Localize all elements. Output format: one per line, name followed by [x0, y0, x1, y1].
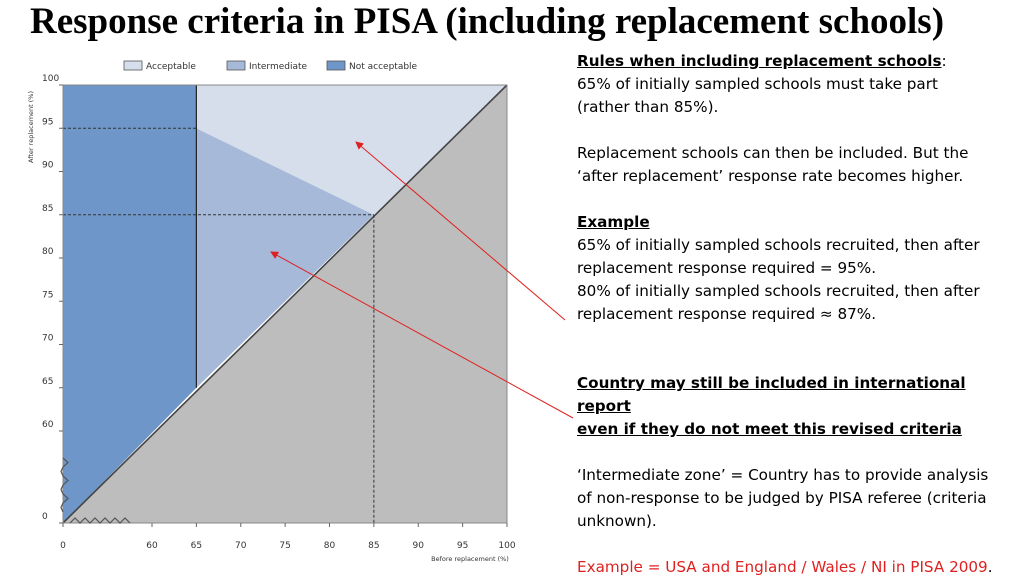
x-tick-label: 100: [498, 541, 515, 551]
intermediate-line-3: unknown).: [577, 512, 657, 530]
y-tick-label: 90: [42, 161, 54, 171]
intermediate-line-2: of non-response to be judged by PISA ref…: [577, 489, 987, 507]
legend-label: Intermediate: [249, 62, 308, 72]
example-line-4: replacement response required ≈ 87%.: [577, 305, 877, 323]
legend-swatch: [326, 60, 346, 71]
axes: 0 60 65 70 75 80 85 90 95 100 0 60 65 70 75 80 85 90 95 100…: [27, 74, 516, 563]
x-tick-label: 95: [457, 541, 468, 551]
y-tick-label: 80: [42, 247, 54, 257]
example-heading: Example: [577, 213, 650, 231]
y-tick-label: 85: [42, 204, 53, 214]
x-axis-title: Before replacement (%): [431, 555, 509, 563]
arrow-to-intermediate: [270, 251, 574, 419]
reference-lines: [62, 84, 508, 524]
y-tick-label: 70: [42, 334, 54, 344]
y-axis-title: After replacement (%): [27, 91, 35, 163]
x-tick-label: 0: [60, 541, 66, 551]
y-axis-break: [60, 457, 69, 513]
x-tick-label: 65: [191, 541, 202, 551]
y-tick-label: 0: [42, 512, 48, 522]
replacement-line-2: ‘after replacement’ response rate become…: [577, 167, 964, 185]
example-line-3: 80% of initially sampled schools recruit…: [577, 282, 980, 300]
x-tick-label: 85: [368, 541, 379, 551]
y-tick-label: 60: [42, 420, 54, 430]
x-tick-label: 75: [279, 541, 290, 551]
y-tick-label: 95: [42, 117, 53, 127]
intermediate-line-1: ‘Intermediate zone’ = Country has to pro…: [577, 466, 989, 484]
country-line-2: even if they do not meet this revised cr…: [577, 420, 962, 438]
diagonal-line: [62, 84, 508, 524]
country-line-1: Country may still be included in interna…: [577, 374, 966, 415]
notes-panel: Rules when including replacement schools…: [577, 50, 1017, 579]
x-axis-break: [69, 517, 131, 524]
x-tick-label: 90: [413, 541, 425, 551]
region-not-acceptable: [63, 85, 197, 523]
arrow-to-acceptable: [355, 141, 566, 321]
example-line-1: 65% of initially sampled schools recruit…: [577, 236, 980, 254]
y-tick-label: 75: [42, 290, 53, 300]
replacement-line-1: Replacement schools can then be included…: [577, 144, 969, 162]
legend-swatch: [226, 60, 246, 71]
y-tick-label: 100: [42, 74, 59, 84]
rules-line-2: (rather than 85%).: [577, 98, 719, 116]
y-tick-label: 65: [42, 377, 53, 387]
legend: Acceptable Intermediate Not acceptable: [123, 60, 418, 72]
red-example: Example = USA and England / Wales / NI i…: [577, 558, 988, 576]
rules-heading: Rules when including replacement schools: [577, 52, 942, 70]
legend-label: Acceptable: [146, 62, 196, 72]
rules-colon: :: [941, 52, 947, 70]
red-example-period: .: [987, 558, 993, 576]
x-tick-label: 80: [324, 541, 336, 551]
x-tick-label: 70: [235, 541, 247, 551]
legend-swatch: [123, 60, 143, 71]
rules-line-1: 65% of initially sampled schools must ta…: [577, 75, 938, 93]
x-tick-label: 60: [146, 541, 158, 551]
annotation-arrows: [270, 141, 574, 419]
region-acceptable: [196, 85, 507, 215]
example-line-2: replacement response required = 95%.: [577, 259, 877, 277]
slide-title: Response criteria in PISA (including rep…: [30, 1, 945, 42]
legend-label: Not acceptable: [349, 62, 418, 72]
